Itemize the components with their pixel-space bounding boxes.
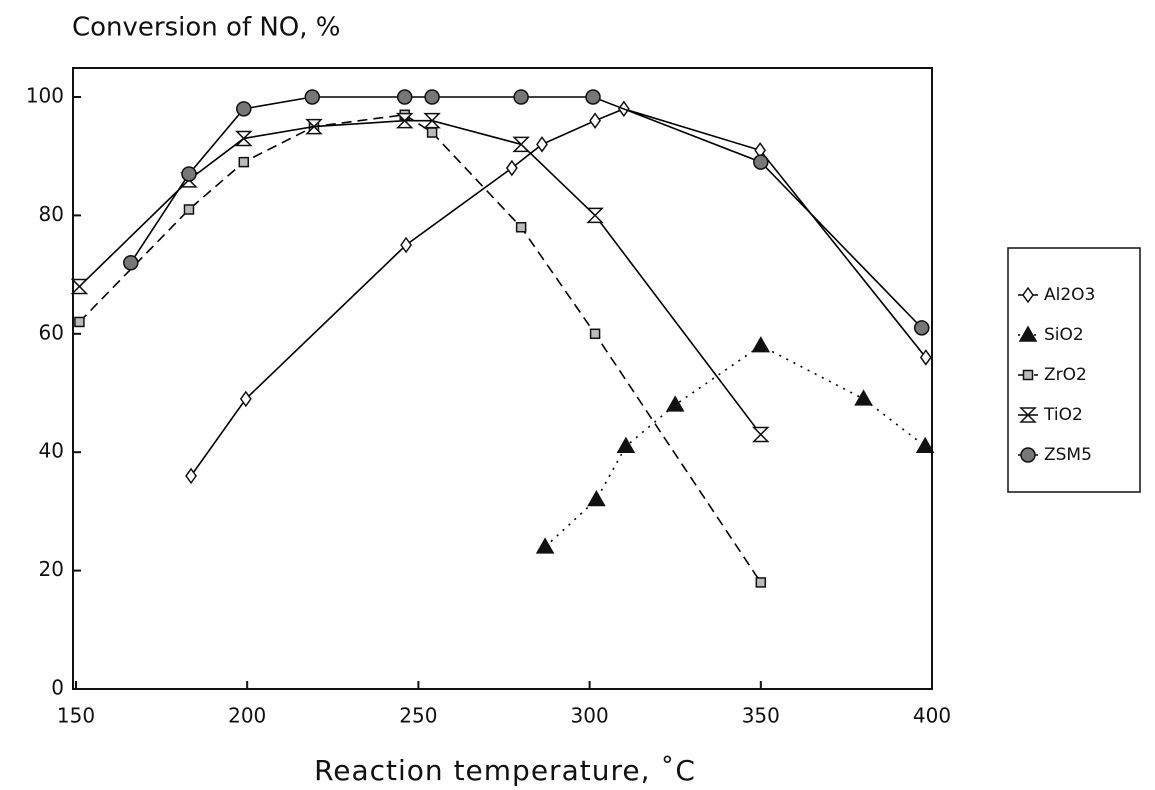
- legend-label: Al2O3: [1044, 285, 1095, 305]
- marker: [755, 577, 767, 588]
- marker: [751, 336, 771, 353]
- marker: [181, 166, 197, 182]
- legend-marker: [1022, 369, 1034, 381]
- legend-marker: [1018, 325, 1038, 342]
- marker: [239, 390, 252, 408]
- marker: [586, 207, 604, 224]
- marker: [426, 127, 438, 138]
- x-tick-label: 150: [57, 704, 95, 728]
- series-line: [130, 96, 923, 329]
- marker: [236, 101, 252, 117]
- legend-label: ZrO2: [1044, 365, 1087, 385]
- marker: [919, 349, 932, 366]
- marker: [74, 316, 85, 328]
- series-line: [78, 113, 762, 583]
- x-tick-label: 200: [228, 704, 266, 728]
- marker: [535, 537, 555, 554]
- marker: [396, 89, 413, 105]
- marker: [123, 255, 139, 271]
- marker: [234, 130, 253, 147]
- y-tick-label: 40: [39, 439, 64, 463]
- legend-label: SiO2: [1044, 325, 1084, 345]
- marker: [585, 89, 601, 105]
- marker: [915, 436, 935, 454]
- marker: [238, 156, 250, 168]
- series-line: [544, 344, 926, 548]
- marker: [753, 154, 769, 170]
- marker: [70, 278, 89, 295]
- marker: [400, 236, 412, 254]
- legend-marker: [1019, 407, 1037, 423]
- marker: [589, 112, 601, 129]
- legend-marker: [1020, 447, 1036, 463]
- y-tick-label: 80: [39, 202, 64, 226]
- legend-marker: [1022, 286, 1034, 304]
- x-tick-label: 400: [913, 704, 951, 728]
- marker: [185, 467, 197, 485]
- marker: [665, 395, 685, 412]
- marker: [424, 89, 440, 105]
- legend-label: TiO2: [1043, 405, 1083, 425]
- x-axis-label: Reaction temperature, ˚C: [314, 754, 696, 787]
- x-tick-label: 300: [571, 704, 609, 728]
- marker: [513, 89, 529, 105]
- marker: [589, 328, 601, 340]
- x-tick-label: 250: [399, 704, 437, 728]
- marker: [616, 436, 636, 454]
- marker: [751, 426, 770, 443]
- chart-title: Conversion of NO, %: [72, 13, 341, 43]
- marker: [305, 118, 323, 135]
- y-tick-label: 60: [39, 320, 64, 344]
- marker: [854, 389, 873, 406]
- marker: [304, 89, 321, 105]
- legend-label: ZSM5: [1044, 445, 1092, 465]
- x-tick-label: 350: [742, 704, 780, 728]
- series-line: [190, 107, 927, 477]
- marker: [505, 159, 518, 177]
- marker: [512, 136, 530, 153]
- marker: [587, 490, 606, 507]
- marker: [183, 204, 195, 215]
- marker: [395, 112, 414, 129]
- y-tick-label: 20: [39, 557, 64, 581]
- y-tick-label: 0: [51, 676, 64, 700]
- series-line: [78, 119, 762, 435]
- y-tick-label: 100: [26, 84, 64, 108]
- marker: [423, 112, 441, 129]
- marker: [536, 136, 548, 153]
- plot-frame: [72, 67, 933, 690]
- marker: [515, 221, 527, 233]
- marker: [913, 320, 930, 336]
